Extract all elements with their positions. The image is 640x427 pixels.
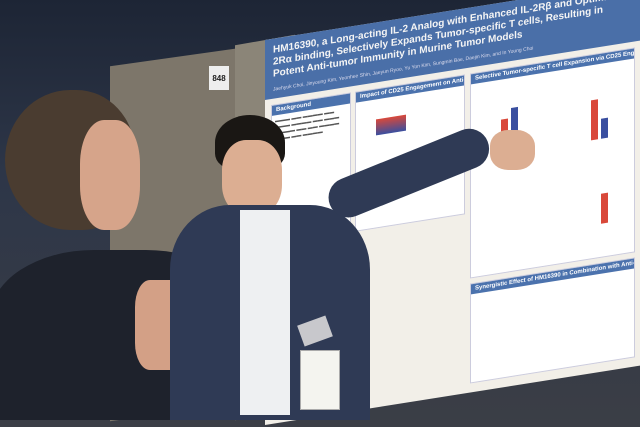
face — [80, 120, 140, 230]
chart-bar-red — [591, 99, 598, 141]
chart-bar-blue — [601, 117, 608, 139]
face — [222, 140, 282, 215]
white-shirt — [240, 210, 290, 415]
person-presenter — [170, 110, 570, 420]
pointing-arm — [322, 122, 496, 224]
name-badge — [300, 350, 340, 410]
chart-bar-red — [601, 192, 608, 224]
pointing-hand — [490, 130, 535, 170]
board-number-tag: 848 — [209, 66, 229, 90]
